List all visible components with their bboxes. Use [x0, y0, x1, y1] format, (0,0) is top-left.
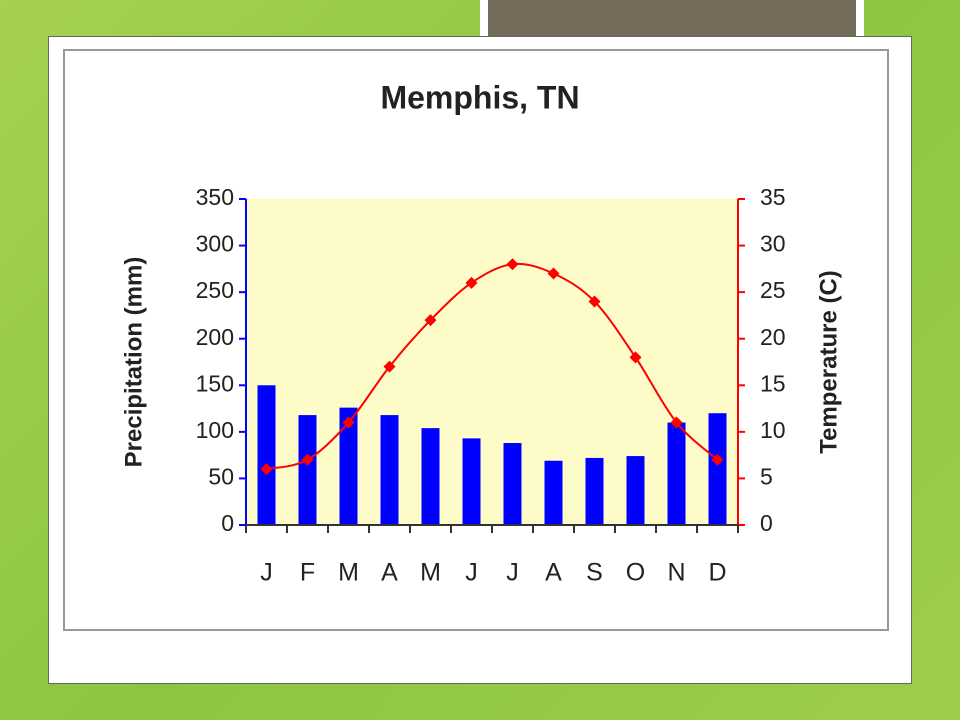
- bar: [257, 385, 276, 525]
- bar: [421, 428, 440, 525]
- temperature-marker: [670, 416, 683, 429]
- y-tick-label: 0: [221, 510, 234, 536]
- x-tick-label: O: [626, 559, 645, 587]
- y-tick-label: 200: [196, 324, 234, 350]
- y2-tick-label: 0: [760, 510, 773, 536]
- y2-tick-label: 30: [760, 231, 786, 257]
- x-tick-label: A: [545, 559, 562, 587]
- x-tick-label: M: [338, 559, 359, 587]
- y2-tick-label: 15: [760, 370, 786, 396]
- y2-tick-label: 25: [760, 277, 786, 303]
- y-tick-label: 100: [196, 417, 234, 443]
- bar: [503, 443, 522, 525]
- temperature-marker: [588, 295, 601, 308]
- y2-axis-label: Temperature (C): [815, 270, 842, 454]
- y-tick-label: 300: [196, 231, 234, 257]
- temperature-marker: [711, 453, 724, 466]
- y2-tick-label: 35: [760, 184, 786, 210]
- x-tick-label: J: [506, 559, 519, 587]
- y-tick-label: 150: [196, 370, 234, 396]
- y-tick-label: 350: [196, 184, 234, 210]
- temperature-marker: [424, 314, 437, 327]
- bar: [585, 457, 604, 525]
- bar: [544, 460, 563, 525]
- x-tick-label: F: [300, 559, 315, 587]
- x-tick-label: J: [465, 559, 478, 587]
- x-tick-label: S: [586, 559, 603, 587]
- y-axis-label: Precipitation (mm): [120, 257, 147, 468]
- temperature-marker: [547, 267, 560, 280]
- plot-background: [246, 199, 738, 525]
- y2-tick-label: 5: [760, 464, 773, 490]
- temperature-marker: [383, 360, 396, 373]
- y-tick-label: 250: [196, 277, 234, 303]
- bar: [708, 413, 727, 525]
- temperature-marker: [301, 453, 314, 466]
- chart-title: Memphis, TN: [380, 79, 579, 115]
- bar: [298, 415, 317, 525]
- x-tick-label: N: [667, 559, 685, 587]
- y2-tick-label: 10: [760, 417, 786, 443]
- y-tick-label: 50: [208, 464, 234, 490]
- temperature-marker: [342, 416, 355, 429]
- y2-tick-label: 20: [760, 324, 786, 350]
- bar: [626, 456, 645, 525]
- x-tick-label: D: [708, 559, 726, 587]
- bar: [462, 438, 481, 525]
- x-tick-label: J: [260, 559, 273, 587]
- header-bar: [488, 0, 856, 36]
- x-tick-label: M: [420, 559, 441, 587]
- bar: [339, 407, 358, 525]
- bar: [667, 422, 686, 525]
- temperature-marker: [506, 258, 519, 271]
- x-tick-label: A: [381, 559, 398, 587]
- temperature-marker: [465, 276, 478, 289]
- temperature-marker: [260, 463, 273, 476]
- temperature-marker: [629, 351, 642, 364]
- bar: [380, 415, 399, 525]
- header-box: [480, 0, 864, 38]
